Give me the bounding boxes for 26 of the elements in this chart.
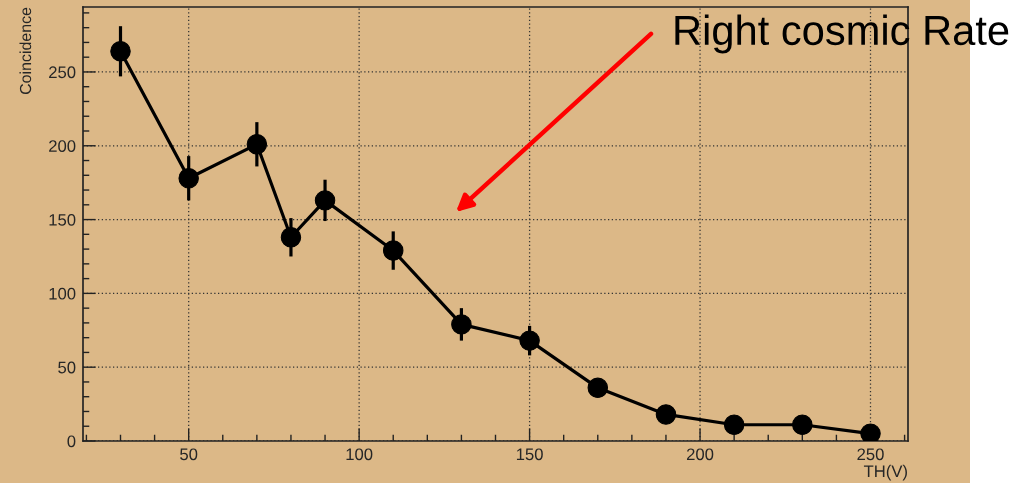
point <box>382 240 404 261</box>
y-tick-label: 100 <box>49 287 76 300</box>
point <box>314 190 336 211</box>
y-axis-title: Coincidence <box>19 7 32 95</box>
point <box>587 377 609 399</box>
x-tick-label: 200 <box>686 448 714 461</box>
point <box>246 134 268 155</box>
point <box>723 414 745 435</box>
point <box>280 227 302 248</box>
x-tick-label: 250 <box>857 448 884 461</box>
y-tick-label: 200 <box>49 140 76 152</box>
point <box>178 168 199 189</box>
y-tick-label: 50 <box>58 361 76 374</box>
point <box>519 330 540 351</box>
x-axis-title: TH(V) <box>863 464 907 481</box>
point <box>792 414 813 435</box>
x-tick-label: 50 <box>180 448 198 461</box>
point <box>110 41 131 62</box>
y-tick-label: 150 <box>49 213 76 226</box>
y-tick-label: 0 <box>67 435 76 448</box>
point <box>655 404 677 425</box>
point <box>451 314 472 335</box>
x-tick-label: 100 <box>346 448 373 461</box>
point <box>860 423 881 441</box>
y-tick-label: 250 <box>49 66 76 79</box>
x-tick-label: 150 <box>516 448 543 461</box>
